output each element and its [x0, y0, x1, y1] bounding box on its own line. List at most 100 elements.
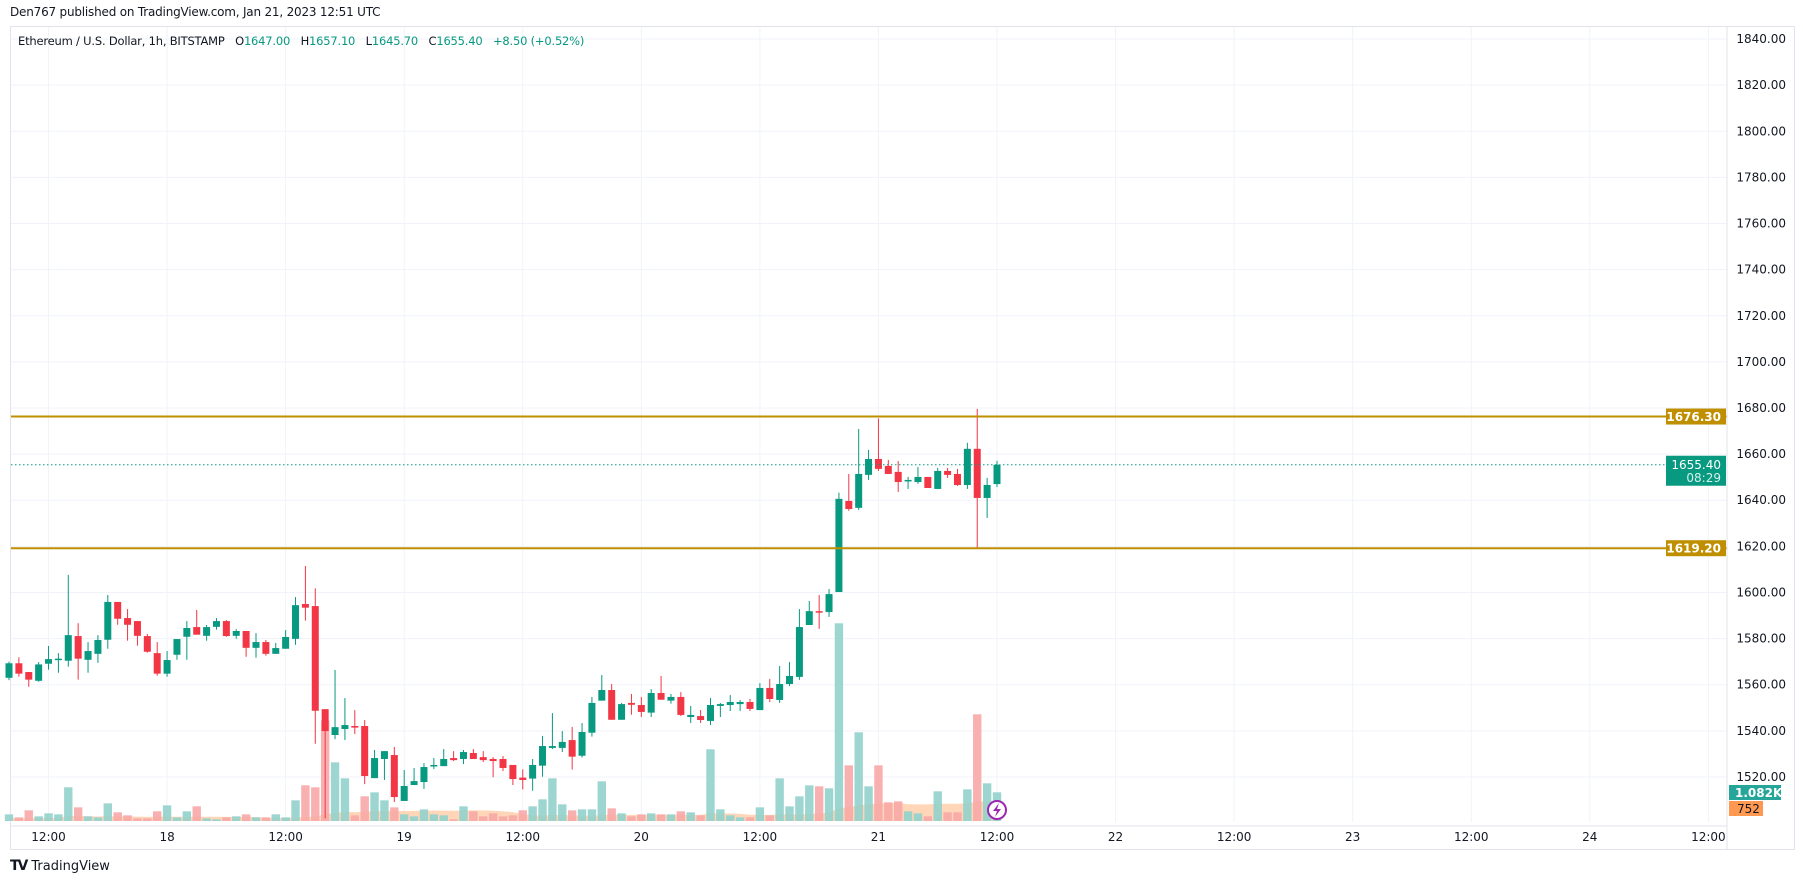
- candle: [687, 705, 695, 723]
- candle: [637, 696, 645, 718]
- candle: [54, 653, 62, 673]
- volume-bar: [14, 817, 24, 821]
- volume-bar: [153, 811, 162, 821]
- candle-body: [114, 601, 122, 619]
- candle: [351, 710, 359, 735]
- close-value: 1655.40: [436, 34, 483, 48]
- candle-body: [153, 653, 161, 674]
- candle: [776, 666, 784, 703]
- candle: [114, 601, 122, 625]
- volume-bar: [627, 816, 636, 821]
- candle-body: [420, 767, 428, 783]
- candle-body: [450, 758, 458, 761]
- volume-bar: [162, 805, 172, 821]
- candle-body: [242, 630, 250, 648]
- candle: [716, 702, 724, 718]
- candle-body: [301, 604, 309, 608]
- candle-body: [410, 781, 418, 786]
- volume-bar: [913, 813, 923, 821]
- volume-bar: [44, 813, 53, 821]
- volume-bar: [854, 732, 863, 821]
- candle: [262, 639, 270, 656]
- volume-bar: [894, 801, 903, 821]
- candle: [647, 689, 655, 718]
- volume-bar: [24, 810, 33, 821]
- candle-body: [539, 746, 547, 766]
- volume-bar: [666, 814, 676, 821]
- price-tick-label: 1520.00: [1736, 770, 1786, 784]
- price-tick-label: 1660.00: [1736, 447, 1786, 461]
- candle: [232, 629, 240, 639]
- candle: [795, 609, 803, 680]
- volume-bar: [212, 819, 221, 821]
- price-tick-label: 1600.00: [1736, 585, 1786, 599]
- price-tick-label: 1560.00: [1736, 678, 1786, 692]
- volume-bar: [982, 783, 992, 821]
- time-tick-label: 23: [1345, 830, 1360, 844]
- candle: [410, 767, 418, 786]
- candle: [815, 595, 823, 629]
- candle: [450, 751, 458, 762]
- candle-body: [993, 464, 1001, 485]
- time-tick-label: 12:00: [980, 830, 1015, 844]
- candle-body: [469, 752, 477, 759]
- volume-bar: [656, 814, 666, 821]
- tradingview-logo-icon[interactable]: TV: [10, 858, 28, 874]
- candle: [143, 633, 151, 653]
- candle: [924, 476, 932, 489]
- volume-bar: [834, 623, 844, 821]
- candle-body: [598, 690, 606, 701]
- candle: [64, 574, 72, 667]
- candle: [766, 678, 774, 703]
- candle-body: [321, 709, 329, 732]
- price-tick-label: 1820.00: [1736, 78, 1786, 92]
- lightning-icon[interactable]: [987, 800, 1007, 820]
- candle: [124, 609, 132, 641]
- volume-bar: [765, 815, 774, 821]
- candle: [499, 755, 507, 771]
- volume-bar: [350, 815, 359, 821]
- candle-body: [361, 725, 369, 777]
- candle: [973, 408, 981, 549]
- candle: [74, 623, 82, 680]
- volume-bar: [597, 781, 606, 821]
- volume-bar: [143, 818, 152, 821]
- price-tick-label: 1800.00: [1736, 124, 1786, 138]
- candle: [627, 693, 635, 715]
- brand-name[interactable]: TradingView: [31, 858, 110, 874]
- volume-bar: [222, 817, 231, 821]
- chart-frame: [10, 26, 1795, 850]
- last-price-label: 1655.40: [1671, 458, 1721, 472]
- volume-bar: [360, 796, 369, 821]
- candle: [568, 726, 576, 770]
- candle: [697, 710, 705, 723]
- candle: [756, 683, 764, 711]
- volume-bar: [93, 817, 103, 821]
- candle: [677, 692, 685, 717]
- candle-body: [805, 611, 813, 625]
- candle: [371, 749, 379, 779]
- candle-body: [371, 758, 379, 779]
- footer: TV TradingView: [10, 858, 110, 874]
- candle-body: [667, 696, 675, 701]
- candle-body: [203, 627, 211, 636]
- volume-bar: [202, 818, 211, 821]
- candle: [914, 467, 922, 484]
- candle-body: [588, 702, 596, 733]
- volume-bar: [814, 786, 824, 821]
- volume-bar: [805, 785, 814, 821]
- horizontal-line-price-badge: [1666, 540, 1726, 557]
- volume-bar: [953, 812, 962, 821]
- volume-bar: [686, 812, 695, 821]
- candle-body: [163, 660, 171, 674]
- candle-body: [459, 752, 467, 759]
- symbol-legend: Ethereum / U.S. Dollar, 1h, BITSTAMP O16…: [18, 34, 584, 48]
- candle-body: [124, 618, 132, 625]
- candle: [25, 672, 33, 687]
- candle: [282, 630, 290, 649]
- candle-body: [865, 458, 873, 475]
- candle-body: [568, 740, 576, 757]
- candle: [786, 662, 794, 687]
- volume-bar: [884, 802, 893, 821]
